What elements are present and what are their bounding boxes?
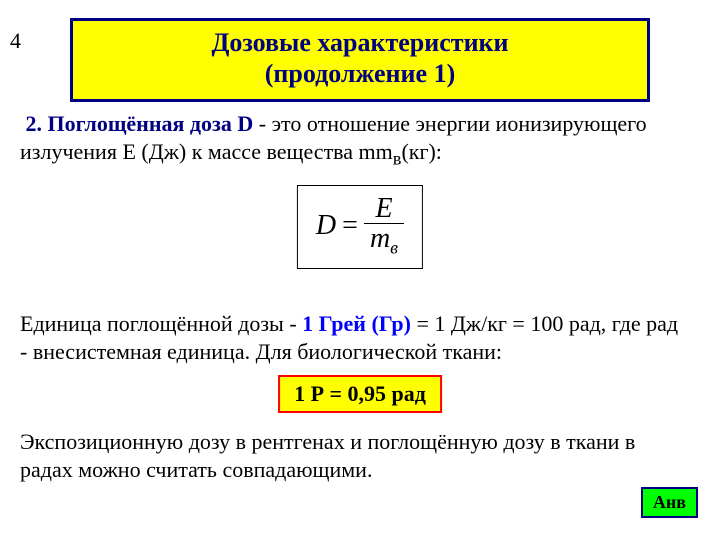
unit-gray: 1 Грей (Гр)	[302, 311, 411, 336]
paragraph-definition: 2. Поглощённая доза D - это отношение эн…	[20, 110, 690, 170]
nav-button[interactable]: Анв	[641, 487, 698, 518]
title-line-1: Дозовые характеристики	[211, 28, 508, 57]
term-absorbed-dose: 2. Поглощённая доза D	[26, 111, 254, 136]
paragraph-unit: Единица поглощённой дозы - 1 Грей (Гр) =…	[20, 310, 690, 365]
page-number: 4	[10, 28, 21, 54]
numerator: E	[369, 194, 398, 223]
denominator: mв	[364, 223, 404, 258]
formula: D = E mв	[316, 194, 404, 258]
paragraph-conclusion: Экспозиционную дозу в рентгенах и поглощ…	[20, 428, 690, 483]
slide-title: Дозовые характеристики (продолжение 1)	[70, 18, 650, 102]
equals-sign: =	[342, 210, 358, 242]
conversion-box: 1 Р = 0,95 рад	[278, 375, 442, 413]
slide-page: 4 Дозовые характеристики (продолжение 1)…	[0, 0, 720, 540]
definition-tail: (кг):	[401, 139, 441, 164]
unit-pre-text: Единица поглощённой дозы -	[20, 311, 302, 336]
title-line-2: (продолжение 1)	[265, 59, 455, 88]
formula-box: D = E mв	[297, 185, 423, 269]
formula-lhs: D	[316, 210, 336, 242]
fraction: E mв	[364, 194, 404, 258]
